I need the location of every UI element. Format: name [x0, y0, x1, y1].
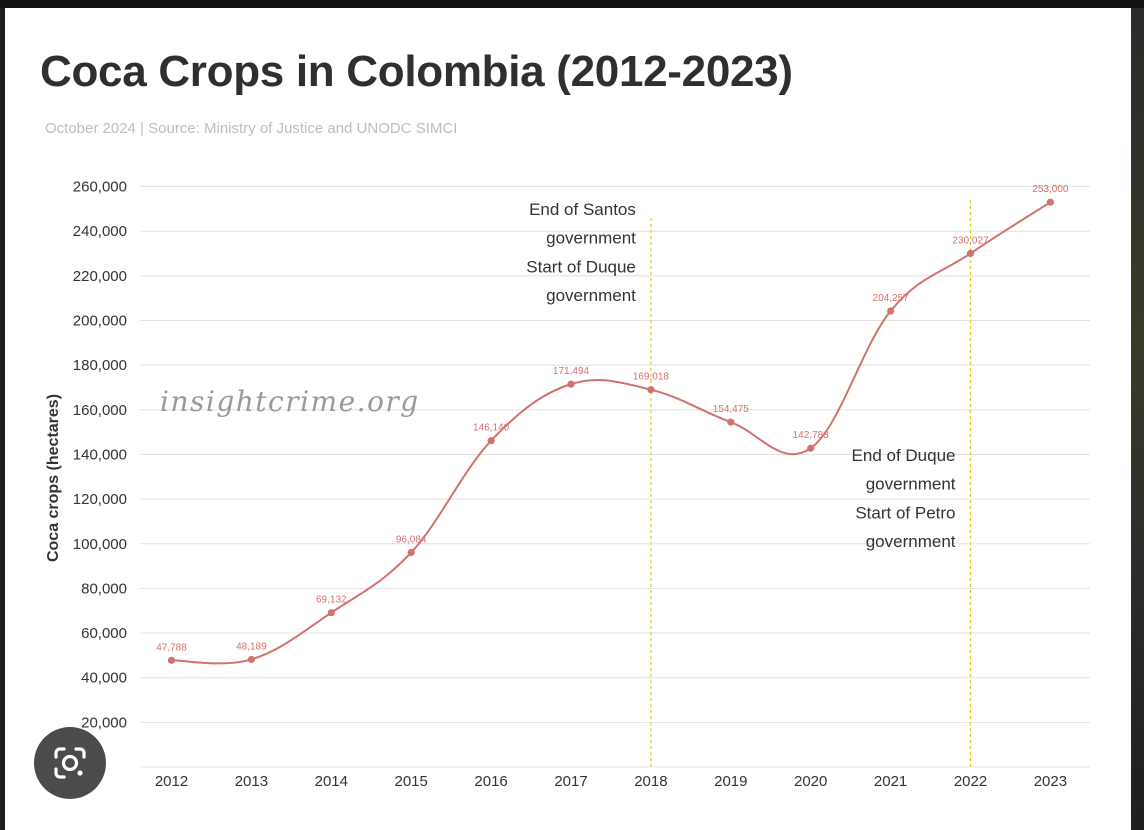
x-tick-label: 2018: [634, 773, 667, 790]
chart-subtitle: October 2024 | Source: Ministry of Justi…: [45, 120, 458, 137]
y-tick-label: 100,000: [73, 536, 127, 553]
annotation-text: End of Santos: [529, 200, 636, 219]
y-tick-label: 180,000: [73, 357, 127, 374]
y-tick-label: 40,000: [81, 670, 127, 687]
data-label: 48,189: [236, 641, 267, 652]
x-tick-label: 2012: [155, 773, 188, 790]
data-point: [807, 444, 815, 452]
chart-card: [5, 8, 1131, 830]
annotation-text: government: [546, 286, 636, 305]
y-tick-label: 120,000: [73, 491, 127, 508]
data-point: [247, 655, 255, 664]
watermark: insightcrime.org: [160, 385, 420, 418]
data-point: [487, 437, 495, 445]
y-tick-label: 20,000: [81, 714, 127, 731]
x-tick-label: 2013: [235, 773, 268, 790]
y-tick-label: 160,000: [73, 402, 127, 419]
x-tick-label: 2023: [1034, 773, 1067, 790]
y-tick-label: 140,000: [73, 446, 127, 463]
data-label: 169,018: [633, 372, 670, 383]
data-label: 69,132: [316, 595, 347, 606]
data-label: 47,788: [156, 642, 187, 653]
data-point: [167, 656, 176, 664]
data-label: 171,494: [553, 366, 590, 377]
x-tick-label: 2021: [874, 773, 907, 790]
data-label: 96,084: [396, 534, 427, 545]
y-tick-label: 80,000: [81, 580, 127, 597]
x-tick-label: 2014: [315, 773, 348, 790]
annotation-text: Start of Duque: [526, 257, 636, 276]
y-axis-title: Coca crops (hectares): [45, 394, 62, 562]
data-label: 154,475: [713, 404, 750, 415]
x-tick-label: 2020: [794, 773, 827, 790]
x-tick-label: 2015: [395, 773, 428, 790]
annotation-text: government: [866, 475, 956, 494]
data-point: [327, 609, 335, 617]
data-point: [966, 249, 975, 258]
data-point: [1046, 198, 1054, 206]
y-tick-label: 60,000: [81, 625, 127, 642]
y-tick-label: 220,000: [73, 268, 127, 285]
google-lens-icon: [54, 747, 86, 779]
y-tick-label: 200,000: [73, 313, 127, 330]
top-bar: [0, 0, 1144, 8]
chart-title: Coca Crops in Colombia (2012-2023): [40, 47, 793, 96]
data-label: 146,140: [473, 423, 510, 434]
y-tick-label: 260,000: [73, 179, 127, 196]
lens-search-button[interactable]: [34, 727, 106, 799]
x-tick-label: 2022: [954, 773, 987, 790]
annotation-text: government: [546, 229, 636, 248]
data-point: [727, 418, 735, 426]
annotation-text: government: [866, 532, 956, 551]
x-tick-label: 2017: [554, 773, 587, 790]
data-label: 142,783: [793, 430, 830, 441]
annotation-text: End of Duque: [852, 446, 956, 465]
data-label: 230,027: [952, 235, 989, 246]
data-point: [647, 386, 655, 394]
data-point: [407, 548, 415, 557]
y-tick-label: 240,000: [73, 223, 127, 240]
x-tick-label: 2019: [714, 773, 747, 790]
annotation-text: Start of Petro: [855, 503, 955, 522]
data-label: 253,000: [1032, 184, 1069, 195]
data-point: [567, 380, 575, 388]
x-tick-label: 2016: [474, 773, 507, 790]
background-edge: [1131, 8, 1144, 830]
data-point: [887, 307, 895, 315]
data-label: 204,257: [873, 293, 910, 304]
